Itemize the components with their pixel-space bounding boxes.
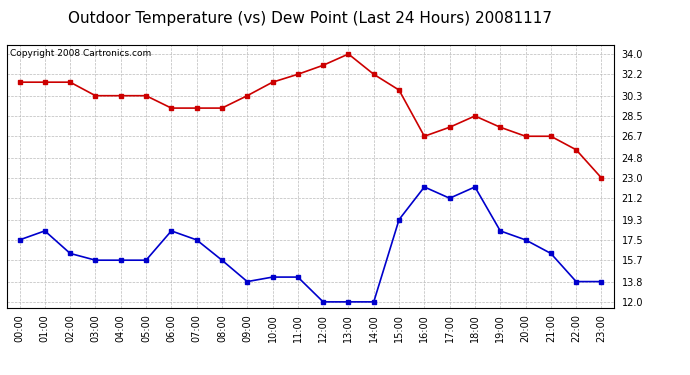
Text: Outdoor Temperature (vs) Dew Point (Last 24 Hours) 20081117: Outdoor Temperature (vs) Dew Point (Last… [68, 11, 553, 26]
Text: Copyright 2008 Cartronics.com: Copyright 2008 Cartronics.com [10, 49, 151, 58]
